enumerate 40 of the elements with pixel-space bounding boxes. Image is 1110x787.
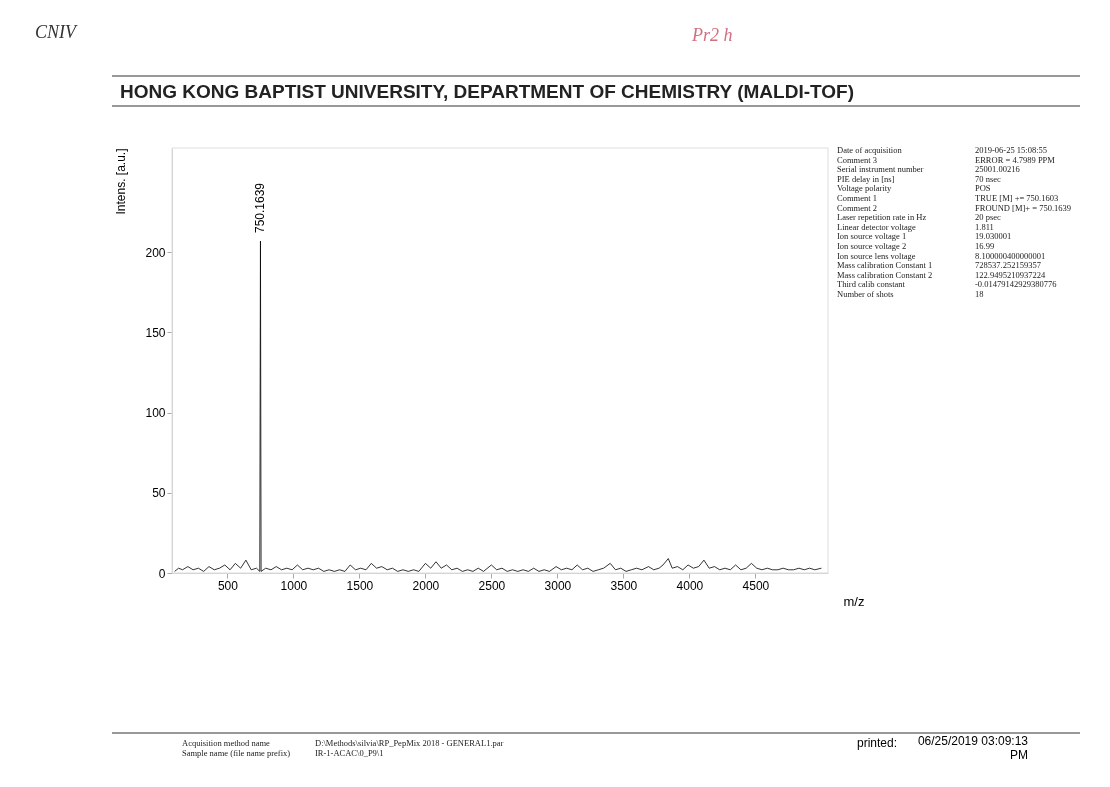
text: Number of shots 18	[837, 289, 984, 299]
y-tick-label: 100	[145, 406, 166, 421]
x-tick-label: 2000	[412, 578, 440, 593]
x-tick-label: 4000	[676, 578, 704, 593]
y-axis-title: Intens. [a.u.]	[113, 148, 128, 215]
text: Mass calibration Constant 2 122.9495210937224	[837, 269, 1046, 280]
text: Third calib constant -0.01479142929380776	[837, 279, 1057, 290]
text: Pr2 h	[691, 25, 733, 45]
text: PIE delay in [ns] 70 nsec	[837, 173, 1001, 184]
chart-title: HONG KONG BAPTIST UNIVERSITY, DEPARTMENT OF CHEMISTRY (MALDI-TOF)	[120, 81, 854, 102]
text: Acquisition method name D:\Methods\silvia\RP_PepMix 2018 - GENERAL1.par	[182, 738, 504, 748]
text: Serial instrument number 25001.00216	[837, 164, 1020, 175]
x-tick-label: 500	[217, 578, 239, 593]
text: Date of acquisition 2019-06-25 15:08:55	[837, 145, 1048, 155]
text: Ion source voltage 2 16.99	[837, 241, 995, 251]
y-tick-label: 50	[152, 486, 166, 501]
text: Comment 2 FROUND [M]+ = 750.1639	[837, 202, 1072, 213]
line-series	[174, 240, 822, 572]
annotation: 750.1639	[253, 182, 268, 234]
text: Sample name (file name prefix) IR-1-ACAC\0_P9\1	[182, 748, 384, 758]
x-tick-label: 1500	[346, 578, 374, 593]
y-tick-label: 200	[145, 245, 166, 260]
text: CNIV	[35, 22, 79, 42]
y-tick-label: 150	[145, 325, 166, 340]
text: Ion source lens voltage 8.100000400000001	[837, 250, 1046, 261]
text: Mass calibration Constant 1 728537.252159357	[837, 260, 1041, 271]
x-tick-label: 3000	[544, 578, 572, 593]
text: Comment 3 ERROR = 4.7989 PPM	[837, 154, 1055, 165]
x-tick-label: 4500	[742, 578, 770, 593]
text: Voltage polarity POS	[837, 183, 991, 194]
text: Ion source voltage 1 19.030001	[837, 231, 1012, 242]
text: Laser repetition rate in Hz 20 psec	[837, 212, 1001, 223]
x-tick-label: 1000	[280, 578, 308, 593]
text: Linear detector voltage 1.811	[837, 221, 994, 232]
x-axis-title: m/z	[843, 593, 865, 609]
y-tick-label: 0	[158, 566, 166, 581]
x-tick-label: 3500	[610, 578, 638, 593]
x-tick-label: 2500	[478, 578, 506, 593]
text: printed: 06/25/2019 03:09:13 PM	[857, 734, 1028, 762]
text: Comment 1 TRUE [M] += 750.1603	[837, 193, 1059, 203]
